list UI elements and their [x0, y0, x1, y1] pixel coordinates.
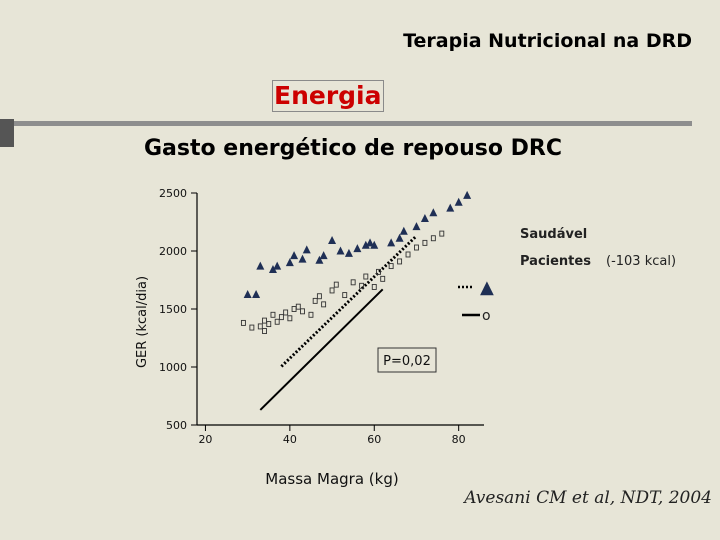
y-tick-label: 2000 [159, 245, 187, 258]
data-point-patient [363, 273, 369, 280]
data-point-patient [274, 318, 280, 325]
healthy-series [243, 190, 472, 298]
y-tick-label: 1000 [159, 361, 187, 374]
data-point-patient [333, 281, 339, 288]
data-point-patient [359, 282, 365, 289]
data-point-patient [342, 292, 348, 299]
data-point-healthy [370, 240, 379, 249]
section-title: Energia [272, 80, 384, 112]
data-point-healthy [302, 245, 311, 254]
slide-subtitle: Gasto energético de repouso DRC [144, 136, 563, 161]
data-point-patient [350, 279, 356, 286]
legend: Saudável Pacientes (-103 kcal) ▲ o [458, 227, 676, 324]
legend-difference: (-103 kcal) [606, 254, 676, 269]
data-point-patient [422, 239, 428, 246]
x-axis-label: Massa Magra (kg) [265, 470, 398, 488]
data-point-healthy [399, 226, 408, 235]
data-point-healthy [412, 222, 421, 231]
data-point-patient [316, 293, 322, 300]
header-title: Terapia Nutricional na DRD [403, 30, 692, 52]
data-point-healthy [454, 197, 463, 206]
data-point-patient [405, 251, 411, 258]
data-point-healthy [243, 290, 252, 298]
title-rule-accent [0, 119, 14, 147]
data-point-healthy [446, 203, 455, 212]
data-point-patient [240, 319, 246, 326]
data-point-healthy [273, 261, 282, 270]
title-rule [0, 121, 692, 126]
y-axis-label: GER (kcal/dia) [135, 276, 150, 368]
p-value-box [377, 347, 437, 373]
data-point-healthy [429, 208, 438, 217]
data-point-patient [308, 311, 314, 318]
data-point-patient [283, 309, 289, 316]
data-point-patient [321, 301, 327, 308]
data-point-patient [278, 314, 284, 321]
x-tick-label: 20 [198, 433, 212, 446]
data-point-patient [371, 284, 377, 290]
data-point-patient [262, 317, 267, 324]
data-point-healthy [290, 251, 299, 260]
x-tick-label: 40 [283, 433, 297, 446]
data-point-patient [312, 297, 318, 304]
data-point-patient [266, 321, 272, 328]
data-point-healthy [256, 261, 265, 270]
x-tick-label: 60 [367, 433, 381, 446]
data-point-patient [257, 323, 263, 330]
data-point-healthy [336, 246, 345, 255]
legend-healthy-label: Saudável [520, 227, 587, 242]
legend-patients-label: Pacientes [520, 254, 591, 269]
x-ticks: 20 40 60 80 [198, 425, 466, 446]
regression-lines [259, 234, 418, 411]
data-point-healthy [319, 251, 328, 260]
data-point-healthy [463, 190, 472, 199]
data-point-healthy [285, 258, 294, 267]
data-point-healthy [315, 255, 324, 264]
regression-line-patients [259, 288, 384, 411]
data-point-healthy [268, 265, 277, 274]
data-point-patient [291, 306, 297, 312]
y-tick-label: 2500 [159, 187, 187, 200]
data-point-patient [388, 263, 394, 270]
regression-line-healthy [280, 234, 418, 368]
data-point-patient [329, 287, 335, 294]
p-value-annotation: P=0,02 [377, 347, 437, 373]
legend-circle-icon: o [482, 308, 491, 324]
data-point-patient [430, 235, 436, 242]
data-point-patient [287, 315, 293, 322]
data-point-patient [397, 258, 403, 265]
data-point-patient [439, 230, 445, 237]
data-point-patient [376, 268, 381, 275]
data-point-healthy [366, 238, 375, 247]
data-point-patient [262, 328, 267, 334]
data-point-patient [300, 308, 305, 315]
legend-triangle-icon: ▲ [480, 277, 494, 298]
y-tick-label: 1500 [159, 303, 187, 316]
data-point-patient [414, 244, 419, 251]
data-point-patient [380, 275, 386, 282]
data-point-patient [270, 311, 276, 318]
data-point-patient [249, 324, 255, 331]
citation: Avesani CM et al, NDT, 2004 [464, 488, 712, 508]
data-point-healthy [353, 244, 362, 253]
data-point-healthy [298, 254, 307, 263]
data-point-healthy [252, 290, 261, 298]
data-point-healthy [344, 248, 353, 257]
data-point-healthy [420, 214, 429, 223]
p-value-label: P=0,02 [383, 354, 431, 369]
data-point-healthy [387, 238, 396, 247]
y-ticks: 500 1000 1500 2000 2500 [159, 187, 197, 432]
patient-series [240, 230, 445, 334]
data-point-healthy [328, 236, 337, 245]
data-point-healthy [361, 240, 370, 249]
data-point-healthy [395, 233, 404, 242]
y-tick-label: 500 [166, 419, 187, 432]
x-tick-label: 80 [452, 433, 466, 446]
data-point-patient [295, 303, 301, 310]
